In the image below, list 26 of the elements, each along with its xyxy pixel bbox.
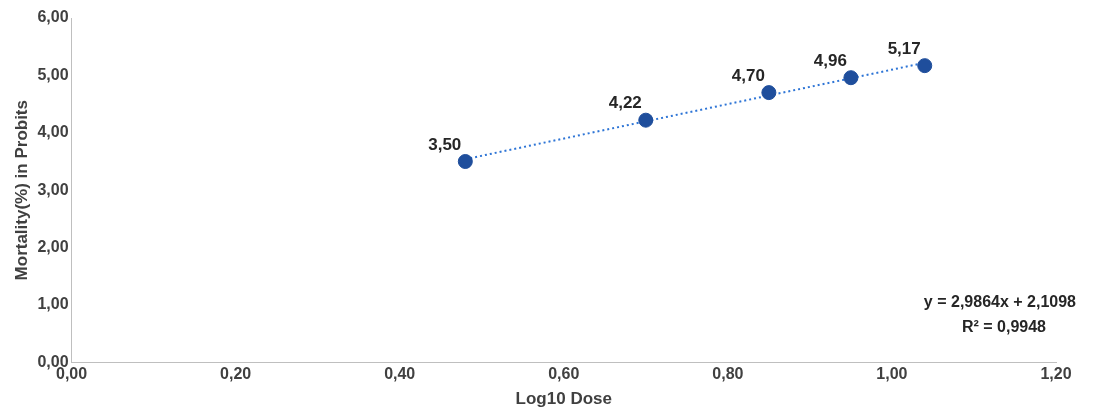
x-tick-label: 0,40 (384, 365, 416, 383)
x-axis-title: Log10 Dose (515, 389, 612, 409)
y-axis-title: Mortality(%) in Probits (11, 100, 31, 281)
x-tick-label: 0,60 (548, 365, 580, 383)
annotation: R² = 0,9948 (961, 318, 1047, 336)
y-tick-label: 2,00 (37, 238, 69, 256)
y-tick-label: 5,00 (37, 65, 69, 83)
data-label: 5,17 (887, 38, 921, 58)
data-label: 4,22 (608, 93, 642, 113)
annotation: y = 2,9864x + 2,1098 (923, 293, 1077, 311)
point (917, 58, 933, 74)
x-tick-label: 1,00 (876, 365, 908, 383)
data-label: 4,70 (731, 65, 765, 85)
point (457, 154, 473, 169)
x-tick-label: 0,20 (220, 365, 252, 383)
point (638, 112, 654, 128)
y-tick-label: 3,00 (37, 180, 69, 198)
data-label: 4,96 (813, 50, 847, 70)
y-tick-label: 4,00 (37, 123, 69, 141)
x-tick-label: 0,80 (712, 365, 744, 383)
point (843, 70, 859, 86)
y-tick-label: 1,00 (37, 295, 69, 313)
point (761, 85, 777, 101)
y-tick-label: 6,00 (37, 8, 69, 26)
x-tick-label: 1,20 (1040, 365, 1072, 383)
data-label: 3,50 (428, 134, 462, 154)
